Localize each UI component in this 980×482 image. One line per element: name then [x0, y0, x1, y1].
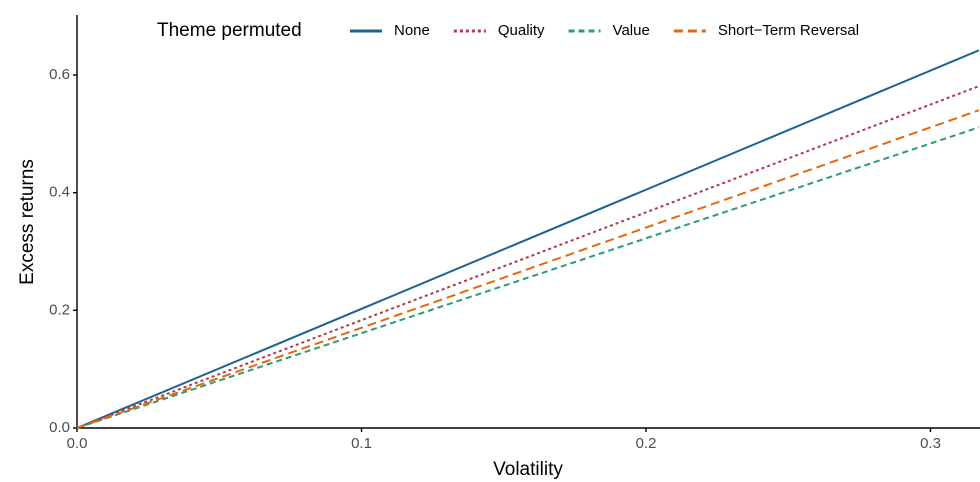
series-line	[76, 109, 980, 429]
x-tick-label: 0.1	[351, 435, 372, 452]
series-line	[76, 85, 980, 429]
legend-label: Short−Term Reversal	[718, 22, 859, 39]
series-line	[76, 49, 980, 429]
y-tick-label: 0.4	[49, 184, 70, 201]
legend-label: Quality	[498, 22, 545, 39]
y-axis-label: Excess returns	[17, 159, 38, 285]
y-tick-label: 0.6	[49, 66, 70, 83]
legend-label: Value	[613, 22, 650, 39]
y-tick-label: 0.0	[49, 419, 70, 436]
x-tick-label: 0.0	[67, 435, 88, 452]
x-tick-label: 0.3	[920, 435, 941, 452]
legend-title: Theme permuted	[157, 20, 302, 41]
x-axis-label: Volatility	[493, 459, 563, 480]
series-line	[76, 126, 980, 429]
y-tick-label: 0.2	[49, 301, 70, 318]
legend-label: None	[394, 22, 430, 39]
x-tick-label: 0.2	[636, 435, 657, 452]
